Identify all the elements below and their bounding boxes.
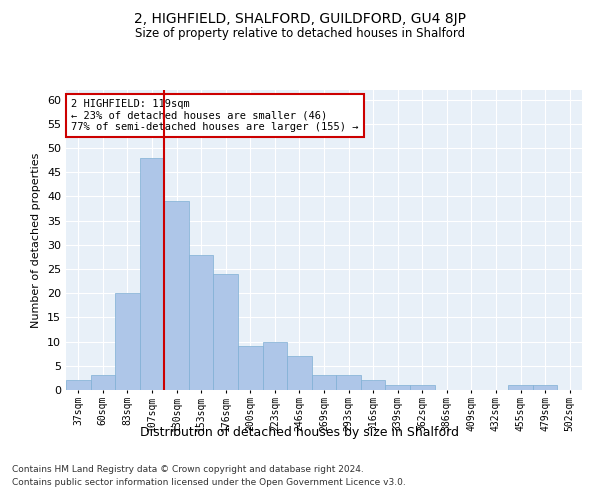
Bar (508, 385, 533, 390)
Bar (287, 356, 312, 390)
Text: 2, HIGHFIELD, SHALFORD, GUILDFORD, GU4 8JP: 2, HIGHFIELD, SHALFORD, GUILDFORD, GU4 8… (134, 12, 466, 26)
Text: Contains public sector information licensed under the Open Government Licence v3: Contains public sector information licen… (12, 478, 406, 487)
Text: Contains HM Land Registry data © Crown copyright and database right 2024.: Contains HM Land Registry data © Crown c… (12, 466, 364, 474)
Bar (361, 380, 385, 390)
Bar (189, 254, 214, 390)
Bar (336, 376, 361, 390)
Bar (385, 385, 410, 390)
Y-axis label: Number of detached properties: Number of detached properties (31, 152, 41, 328)
Bar (140, 158, 164, 390)
Text: Size of property relative to detached houses in Shalford: Size of property relative to detached ho… (135, 28, 465, 40)
Bar (115, 293, 140, 390)
Bar (533, 385, 557, 390)
Bar (238, 346, 263, 390)
Bar (91, 376, 115, 390)
Bar (312, 376, 336, 390)
Bar (66, 380, 91, 390)
Bar (263, 342, 287, 390)
Text: 2 HIGHFIELD: 119sqm
← 23% of detached houses are smaller (46)
77% of semi-detach: 2 HIGHFIELD: 119sqm ← 23% of detached ho… (71, 99, 359, 132)
Bar (164, 202, 189, 390)
Text: Distribution of detached houses by size in Shalford: Distribution of detached houses by size … (140, 426, 460, 439)
Bar (214, 274, 238, 390)
Bar (410, 385, 434, 390)
